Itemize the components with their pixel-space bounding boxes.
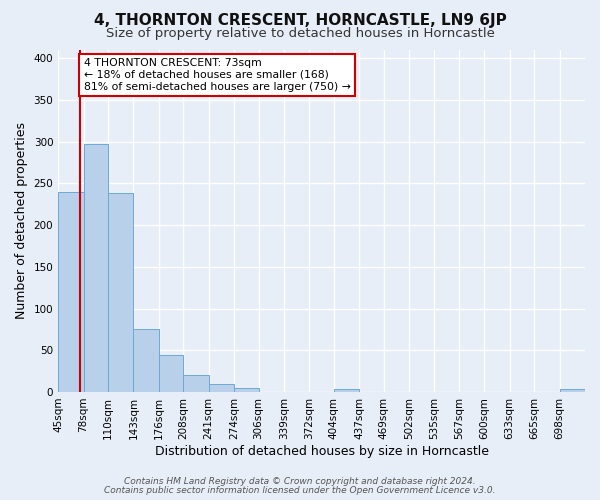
Bar <box>184 376 209 392</box>
Bar <box>334 390 359 392</box>
Bar <box>560 390 585 392</box>
Text: 4 THORNTON CRESCENT: 73sqm
← 18% of detached houses are smaller (168)
81% of sem: 4 THORNTON CRESCENT: 73sqm ← 18% of deta… <box>83 58 350 92</box>
Bar <box>133 328 159 392</box>
Text: 4, THORNTON CRESCENT, HORNCASTLE, LN9 6JP: 4, THORNTON CRESCENT, HORNCASTLE, LN9 6J… <box>94 12 506 28</box>
Bar <box>159 356 184 392</box>
Text: Size of property relative to detached houses in Horncastle: Size of property relative to detached ho… <box>106 28 494 40</box>
Text: Contains HM Land Registry data © Crown copyright and database right 2024.: Contains HM Land Registry data © Crown c… <box>124 477 476 486</box>
Bar <box>83 144 108 392</box>
Text: Contains public sector information licensed under the Open Government Licence v3: Contains public sector information licen… <box>104 486 496 495</box>
X-axis label: Distribution of detached houses by size in Horncastle: Distribution of detached houses by size … <box>155 444 488 458</box>
Bar <box>209 384 234 392</box>
Bar <box>108 194 133 392</box>
Y-axis label: Number of detached properties: Number of detached properties <box>15 122 28 320</box>
Bar <box>58 192 83 392</box>
Bar <box>234 388 259 392</box>
